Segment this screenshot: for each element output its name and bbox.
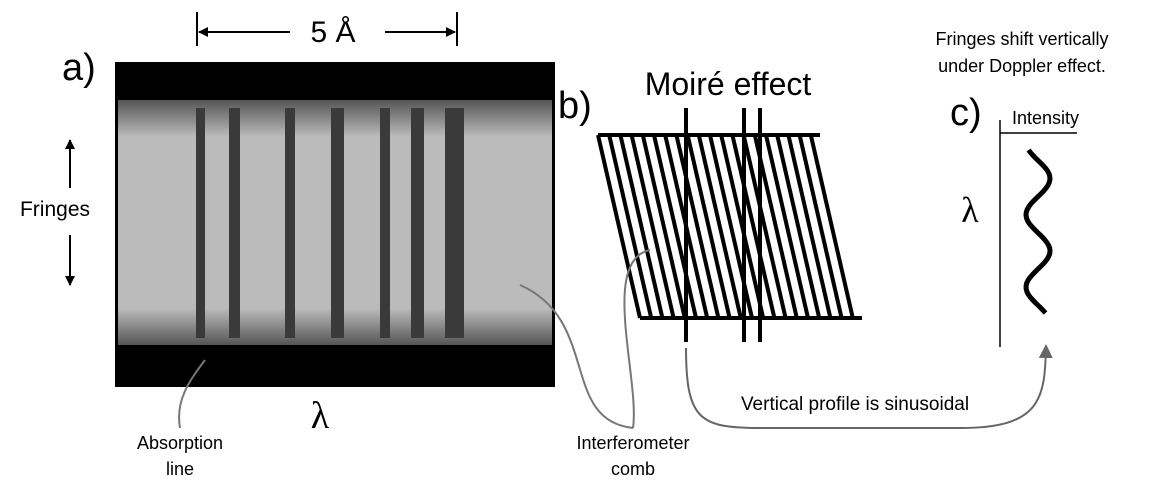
comb-line (730, 134, 777, 319)
lambda-label: λ (311, 395, 330, 437)
pointer (178, 359, 206, 429)
panel-title: Moiré effect (645, 66, 812, 102)
annotation: under Doppler effect. (938, 56, 1106, 76)
axis-label: λ (961, 190, 979, 230)
pointer (623, 249, 651, 429)
annotation: Fringes shift vertically (935, 29, 1108, 49)
comb-line (741, 134, 788, 319)
comb-line (618, 134, 665, 319)
dark-fringes (196, 108, 464, 338)
sinusoid (1023, 148, 1053, 315)
annotation: Interferometer (576, 433, 689, 453)
comb-line (786, 134, 833, 319)
panel-label: c) (950, 92, 982, 134)
comb-line (596, 134, 642, 319)
comb (596, 133, 862, 320)
comb-line (607, 134, 654, 319)
panel-label: a) (62, 47, 96, 89)
comb-line (685, 134, 732, 319)
annotation: Vertical profile is sinusoidal (741, 394, 969, 415)
annotation: Absorption (137, 433, 223, 453)
scale-label: 5 Å (310, 16, 355, 49)
profile-arrow (685, 344, 1053, 429)
annotation: line (166, 459, 194, 479)
fringes-label: Fringes (20, 198, 90, 221)
reference-lines (684, 108, 762, 342)
panel-label: b) (558, 85, 592, 127)
axis-label: Intensity (1012, 108, 1079, 128)
comb-line (808, 134, 855, 319)
annotation: comb (611, 459, 655, 479)
comb-line (629, 134, 676, 319)
comb-line (674, 134, 721, 319)
comb-line (696, 134, 743, 319)
comb-line (652, 134, 698, 319)
comb-line (640, 134, 687, 319)
pointer (519, 284, 634, 429)
comb-line (775, 134, 822, 319)
comb-line (764, 134, 810, 319)
comb-line (797, 134, 844, 319)
